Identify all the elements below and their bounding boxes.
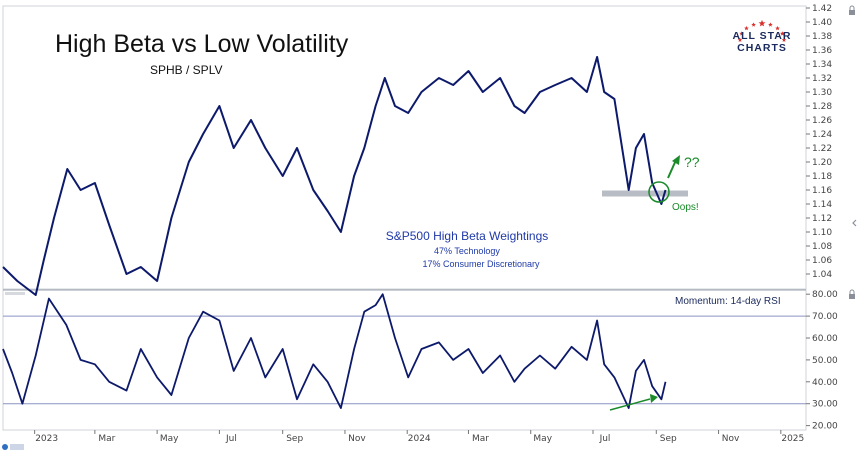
logo-star-icon: [744, 25, 749, 31]
chart-title: High Beta vs Low Volatility: [55, 30, 349, 58]
oops-circle-marker: [648, 181, 670, 203]
price-y-tick-label: 1.04: [812, 270, 832, 280]
x-tick-label: Sep: [286, 434, 303, 444]
logo-star-icon: [751, 22, 756, 27]
rsi-axis-lock-icon[interactable]: [849, 289, 855, 299]
collapse-chevron-icon[interactable]: [852, 219, 857, 227]
up-arrow-shaft: [667, 159, 677, 179]
logo-star-icon: [737, 37, 743, 42]
weightings-title: S&P500 High Beta Weightings: [386, 229, 549, 243]
price-y-tick-label: 1.36: [812, 46, 832, 56]
x-tick-label: Nov: [722, 434, 740, 444]
up-arrow-icon: [672, 155, 680, 165]
x-tick-label: Mar: [472, 434, 489, 444]
rsi-series-line: [2, 293, 667, 409]
oops-annotation: Oops!: [672, 202, 699, 213]
rsi-panel-title: Momentum: 14-day RSI: [675, 296, 781, 307]
chart-subtitle: SPHB / SPLV: [150, 63, 222, 77]
logo-star-arc-icon: [737, 19, 787, 42]
logo-star-icon: [781, 37, 787, 42]
rsi-y-tick-label: 20.00: [812, 422, 838, 432]
logo-star-icon: [780, 31, 785, 36]
rsi-y-tick-label: 60.00: [812, 334, 838, 344]
x-tick-label: Jul: [225, 434, 237, 444]
x-tick-label: May: [160, 434, 179, 444]
x-tick-label: 2023: [35, 434, 58, 444]
price-y-tick-label: 1.42: [812, 4, 832, 14]
x-tick-label: 2025: [781, 434, 804, 444]
rsi-indicator-label: [5, 292, 25, 295]
rsi-y-tick-label: 40.00: [812, 378, 838, 388]
price-y-tick-label: 1.06: [812, 256, 832, 266]
logo-star-icon: [768, 22, 773, 27]
logo-star-icon: [739, 31, 744, 36]
optuma-logo-icon: [2, 444, 24, 450]
rsi-y-tick-label: 70.00: [812, 312, 838, 322]
rsi-y-axis: 80.00 70.00 60.00 50.00 40.00 30.00 20.00: [806, 290, 838, 432]
price-y-tick-label: 1.10: [812, 228, 832, 238]
logo-star-icon: [775, 25, 780, 31]
rsi-y-tick-label: 80.00: [812, 290, 838, 300]
price-series-line: [2, 56, 667, 296]
rsi-y-tick-label: 30.00: [812, 400, 838, 410]
logo-line-1: ALL STAR: [733, 30, 792, 42]
logo-star-icon: [758, 19, 766, 27]
logo-line-2: CHARTS: [737, 42, 787, 54]
price-y-tick-label: 1.08: [812, 242, 832, 252]
rsi-y-tick-label: 50.00: [812, 356, 838, 366]
price-y-tick-label: 1.28: [812, 102, 832, 112]
x-axis: 2023 Mar May Jul Sep Nov 2024 Mar May Jul Sep Nov 20…: [34, 430, 804, 444]
price-y-axis: 1.42 1.40 1.38 1.36 1.34 1.32 1.30 1.28 1.26 1.24…: [806, 4, 832, 280]
price-y-tick-label: 1.20: [812, 158, 832, 168]
all-star-charts-logo: ALL STAR CHARTS: [733, 19, 792, 54]
x-tick-label: May: [533, 434, 552, 444]
price-y-tick-label: 1.22: [812, 144, 832, 154]
x-tick-label: 2024: [408, 434, 431, 444]
price-y-tick-label: 1.40: [812, 18, 832, 28]
x-tick-label: Nov: [348, 434, 366, 444]
price-y-tick-label: 1.14: [812, 200, 832, 210]
question-annotation: ??: [684, 154, 700, 170]
weighting-consumer-discretionary: 17% Consumer Discretionary: [422, 259, 540, 269]
price-y-tick-label: 1.18: [812, 172, 832, 182]
price-y-tick-label: 1.16: [812, 186, 832, 196]
price-y-tick-label: 1.26: [812, 116, 832, 126]
price-y-tick-label: 1.24: [812, 130, 832, 140]
x-tick-label: Mar: [98, 434, 115, 444]
price-y-tick-label: 1.12: [812, 214, 832, 224]
price-y-tick-label: 1.30: [812, 88, 832, 98]
price-y-tick-label: 1.38: [812, 32, 832, 42]
price-y-tick-label: 1.32: [812, 74, 832, 84]
support-band: [602, 190, 688, 197]
weighting-technology: 47% Technology: [434, 246, 500, 256]
rsi-reference-lines: [3, 315, 806, 405]
price-y-tick-label: 1.34: [812, 60, 832, 70]
x-tick-label: Jul: [599, 434, 611, 444]
price-axis-lock-icon[interactable]: [849, 5, 855, 15]
rsi-divergence-arrow-shaft: [609, 398, 651, 411]
rsi-divergence-arrow-icon: [650, 394, 658, 403]
rsi-panel-frame: [2, 289, 807, 431]
x-tick-label: Sep: [660, 434, 677, 444]
